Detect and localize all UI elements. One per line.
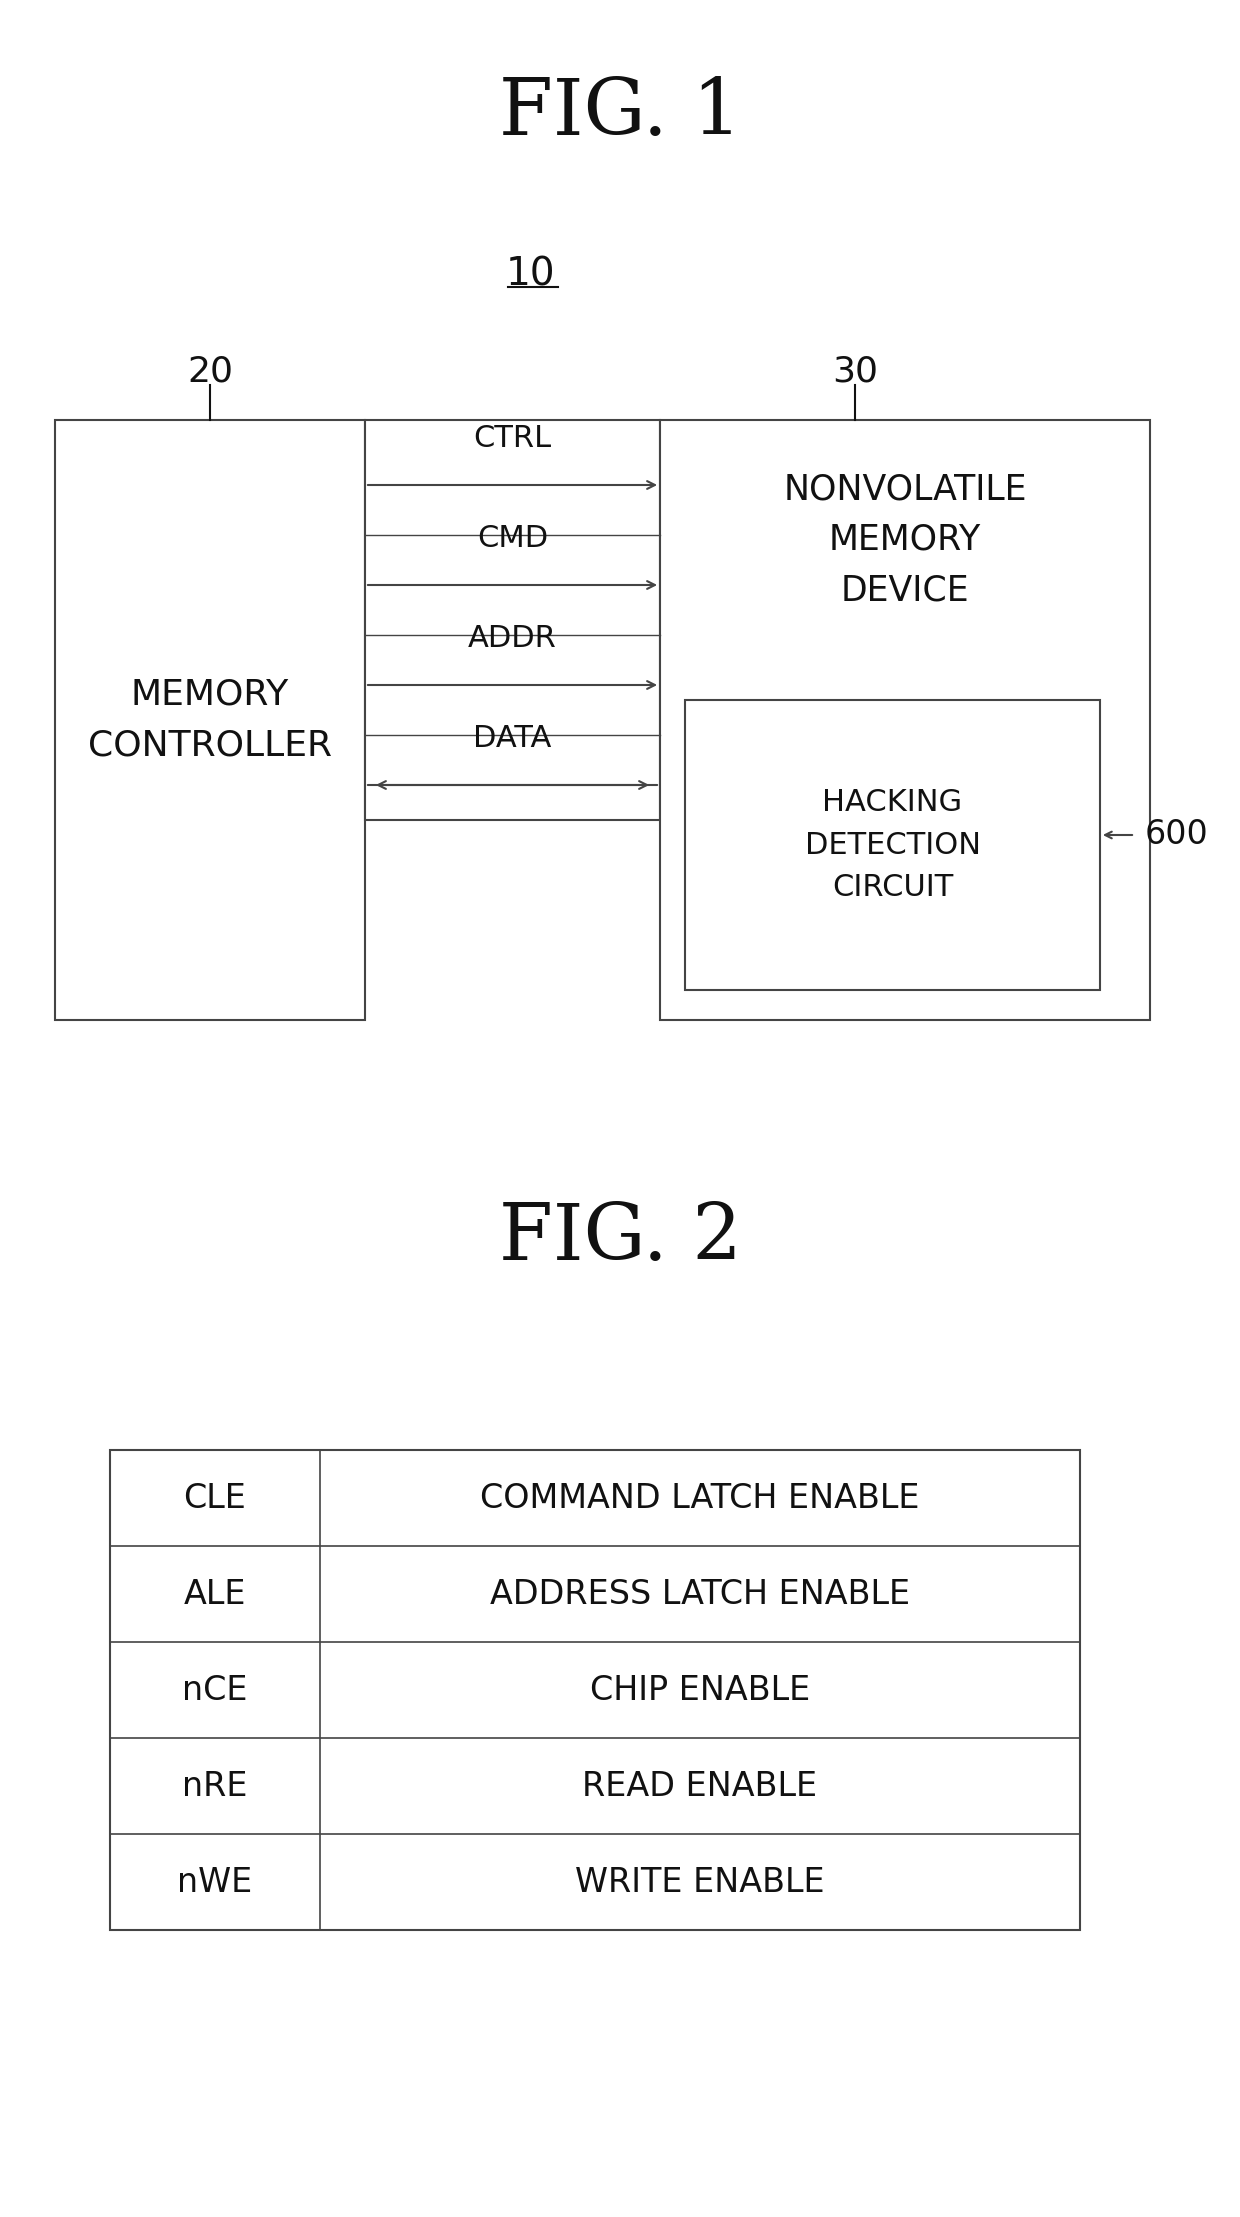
Bar xyxy=(55,419,365,1020)
Bar xyxy=(110,1450,1080,1931)
Text: HACKING
DETECTION
CIRCUIT: HACKING DETECTION CIRCUIT xyxy=(805,787,981,902)
Text: 30: 30 xyxy=(832,355,878,388)
Text: CMD: CMD xyxy=(477,523,548,552)
Text: MEMORY
CONTROLLER: MEMORY CONTROLLER xyxy=(88,678,332,763)
Bar xyxy=(365,419,660,820)
Text: 20: 20 xyxy=(187,355,233,388)
Text: nRE: nRE xyxy=(182,1769,248,1802)
Text: NONVOLATILE
MEMORY
DEVICE: NONVOLATILE MEMORY DEVICE xyxy=(784,472,1027,607)
Text: DATA: DATA xyxy=(474,725,552,754)
Text: 10: 10 xyxy=(505,255,554,293)
Text: FIG. 1: FIG. 1 xyxy=(498,75,742,151)
Text: FIG. 2: FIG. 2 xyxy=(498,1199,742,1275)
Text: ADDR: ADDR xyxy=(467,623,557,654)
Text: 600: 600 xyxy=(1145,818,1209,851)
Text: CHIP ENABLE: CHIP ENABLE xyxy=(590,1674,810,1707)
Text: nWE: nWE xyxy=(177,1864,253,1898)
Bar xyxy=(660,419,1149,1020)
Text: CLE: CLE xyxy=(184,1481,247,1514)
Text: COMMAND LATCH ENABLE: COMMAND LATCH ENABLE xyxy=(480,1481,920,1514)
Text: nCE: nCE xyxy=(182,1674,248,1707)
Text: ALE: ALE xyxy=(184,1579,247,1610)
Text: CTRL: CTRL xyxy=(474,423,552,452)
Text: WRITE ENABLE: WRITE ENABLE xyxy=(575,1864,825,1898)
Text: READ ENABLE: READ ENABLE xyxy=(583,1769,817,1802)
Text: ADDRESS LATCH ENABLE: ADDRESS LATCH ENABLE xyxy=(490,1579,910,1610)
Bar xyxy=(684,701,1100,991)
